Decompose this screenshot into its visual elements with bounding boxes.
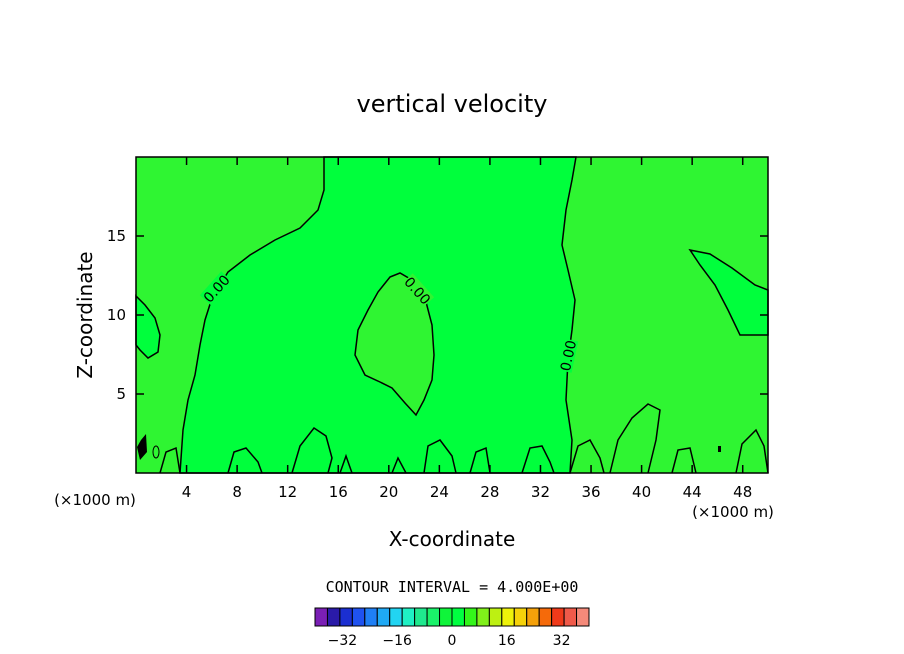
- colorbar-swatch: [538, 607, 553, 627]
- contour-specks-left: [137, 434, 147, 460]
- contour-interval-text: CONTOUR INTERVAL = 4.000E+00: [326, 578, 579, 596]
- contour-speck-right: [718, 446, 721, 452]
- colorbar-tick-label: 16: [498, 633, 516, 649]
- colorbar-swatch: [488, 607, 503, 627]
- colorbar-swatch: [463, 607, 478, 627]
- colorbar-swatch: [339, 607, 353, 627]
- x-tick-label: 32: [531, 483, 550, 501]
- colorbar-swatch: [376, 607, 391, 627]
- colorbar-swatch: [426, 607, 441, 627]
- x-tick-label: 8: [232, 483, 242, 501]
- colorbar-swatch: [476, 607, 490, 627]
- colorbar-tick-label: −16: [382, 633, 412, 649]
- y-tick-label: 10: [107, 306, 126, 324]
- x-tick-label: 24: [430, 483, 449, 501]
- contour-speck: [152, 445, 160, 459]
- colorbar-swatch: [326, 607, 341, 627]
- x-tick-label: 20: [379, 483, 398, 501]
- colorbar-swatch: [364, 607, 378, 627]
- contour-label-right: 0.00: [556, 338, 580, 373]
- svg-text:0.00: 0.00: [558, 339, 580, 373]
- x-tick-label: 40: [632, 483, 651, 501]
- colorbar-tick-label: 32: [553, 633, 571, 649]
- x-tick-label: 48: [733, 483, 752, 501]
- x-tick-label: 4: [182, 483, 192, 501]
- colorbar-swatch: [414, 607, 428, 627]
- colorbar-swatch: [501, 607, 515, 627]
- colorbar-swatch: [526, 607, 540, 627]
- colorbar-swatch: [551, 607, 565, 627]
- y-axis: 5 10 15: [107, 227, 768, 403]
- colorbar-swatch: [351, 607, 366, 627]
- colorbar-tick-label: 0: [448, 633, 457, 649]
- colorbar-swatch: [401, 607, 416, 627]
- colorbar-swatch: [439, 607, 453, 627]
- x-axis-label: X-coordinate: [389, 527, 516, 551]
- x-tick-label: 12: [278, 483, 297, 501]
- contour-bumps-bottom: [159, 403, 769, 474]
- x-tick-label: 44: [683, 483, 702, 501]
- x-tick-label: 16: [329, 483, 348, 501]
- y-axis-label: Z-coordinate: [73, 251, 97, 378]
- x-unit-left: (×1000 m): [54, 491, 136, 509]
- colorbar-swatch: [314, 607, 328, 627]
- colorbar-tick-label: −32: [328, 633, 358, 649]
- plot-area: 0.00 0.00 0.00: [135, 156, 769, 474]
- y-tick-label: 5: [116, 385, 126, 403]
- x-tick-label: 36: [581, 483, 600, 501]
- colorbar-swatch: [451, 607, 465, 627]
- y-tick-label: 15: [107, 227, 126, 245]
- x-tick-label: 28: [480, 483, 499, 501]
- x-unit-right: (×1000 m): [692, 503, 774, 521]
- colorbar-swatch: [563, 607, 578, 627]
- colorbar: −32 −16 0 16 32: [314, 607, 590, 649]
- x-axis: 4 8 12 16 20 24 28 32 36 40 44 48: [182, 157, 752, 501]
- colorbar-swatch: [513, 607, 528, 627]
- colorbar-swatch: [389, 607, 403, 627]
- chart-title: vertical velocity: [357, 90, 548, 118]
- contour-region-left-lobe: [135, 294, 161, 359]
- colorbar-swatch: [576, 607, 590, 627]
